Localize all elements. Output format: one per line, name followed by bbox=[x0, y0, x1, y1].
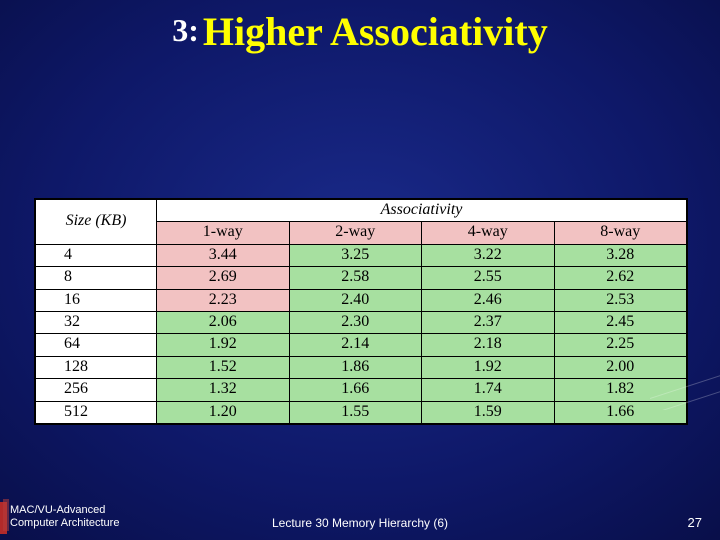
page-number: 27 bbox=[688, 515, 702, 530]
value-cell: 2.30 bbox=[289, 311, 422, 333]
col-header: 2-way bbox=[289, 222, 422, 244]
slide: 3: Higher Associativity Size (KB) Associ… bbox=[0, 0, 720, 540]
value-cell: 2.69 bbox=[157, 267, 290, 289]
value-cell: 1.55 bbox=[289, 401, 422, 423]
associativity-table: Size (KB) Associativity 1-way2-way4-way8… bbox=[34, 198, 688, 425]
value-cell: 1.20 bbox=[157, 401, 290, 423]
value-cell: 1.86 bbox=[289, 356, 422, 378]
slide-title: 3: Higher Associativity bbox=[0, 8, 720, 55]
size-cell: 8 bbox=[36, 267, 157, 289]
value-cell: 2.53 bbox=[554, 289, 687, 311]
value-cell: 2.25 bbox=[554, 334, 687, 356]
value-cell: 2.14 bbox=[289, 334, 422, 356]
table-row: 5121.201.551.591.66 bbox=[36, 401, 687, 423]
value-cell: 2.62 bbox=[554, 267, 687, 289]
value-cell: 1.92 bbox=[157, 334, 290, 356]
table-body: 43.443.253.223.2882.692.582.552.62162.23… bbox=[36, 244, 687, 423]
value-cell: 1.52 bbox=[157, 356, 290, 378]
value-cell: 2.58 bbox=[289, 267, 422, 289]
table-row: 162.232.402.462.53 bbox=[36, 289, 687, 311]
footer-center: Lecture 30 Memory Hierarchy (6) bbox=[0, 516, 720, 530]
size-cell: 64 bbox=[36, 334, 157, 356]
value-cell: 3.44 bbox=[157, 244, 290, 266]
value-cell: 3.25 bbox=[289, 244, 422, 266]
table-row: 1281.521.861.922.00 bbox=[36, 356, 687, 378]
value-cell: 1.82 bbox=[554, 379, 687, 401]
size-cell: 16 bbox=[36, 289, 157, 311]
title-prefix: 3: bbox=[172, 12, 199, 48]
size-header: Size (KB) bbox=[36, 200, 157, 245]
size-cell: 128 bbox=[36, 356, 157, 378]
data-table: Size (KB) Associativity 1-way2-way4-way8… bbox=[35, 199, 687, 424]
value-cell: 2.18 bbox=[422, 334, 555, 356]
size-cell: 32 bbox=[36, 311, 157, 333]
value-cell: 2.23 bbox=[157, 289, 290, 311]
assoc-header: Associativity bbox=[157, 200, 687, 222]
col-header: 8-way bbox=[554, 222, 687, 244]
table-row: 2561.321.661.741.82 bbox=[36, 379, 687, 401]
value-cell: 2.37 bbox=[422, 311, 555, 333]
table-row: 322.062.302.372.45 bbox=[36, 311, 687, 333]
value-cell: 2.06 bbox=[157, 311, 290, 333]
value-cell: 1.32 bbox=[157, 379, 290, 401]
size-cell: 256 bbox=[36, 379, 157, 401]
value-cell: 2.45 bbox=[554, 311, 687, 333]
col-header: 1-way bbox=[157, 222, 290, 244]
value-cell: 2.55 bbox=[422, 267, 555, 289]
size-cell: 512 bbox=[36, 401, 157, 423]
table-row: 82.692.582.552.62 bbox=[36, 267, 687, 289]
value-cell: 1.59 bbox=[422, 401, 555, 423]
value-cell: 1.66 bbox=[289, 379, 422, 401]
col-header: 4-way bbox=[422, 222, 555, 244]
header-row-1: Size (KB) Associativity bbox=[36, 200, 687, 222]
value-cell: 3.28 bbox=[554, 244, 687, 266]
table-row: 43.443.253.223.28 bbox=[36, 244, 687, 266]
value-cell: 1.74 bbox=[422, 379, 555, 401]
value-cell: 3.22 bbox=[422, 244, 555, 266]
value-cell: 2.46 bbox=[422, 289, 555, 311]
value-cell: 2.40 bbox=[289, 289, 422, 311]
value-cell: 1.92 bbox=[422, 356, 555, 378]
value-cell: 2.00 bbox=[554, 356, 687, 378]
size-cell: 4 bbox=[36, 244, 157, 266]
footer-left-line1: MAC/VU-Advanced bbox=[10, 504, 105, 516]
value-cell: 1.66 bbox=[554, 401, 687, 423]
title-main: Higher Associativity bbox=[203, 9, 548, 54]
table-row: 641.922.142.182.25 bbox=[36, 334, 687, 356]
